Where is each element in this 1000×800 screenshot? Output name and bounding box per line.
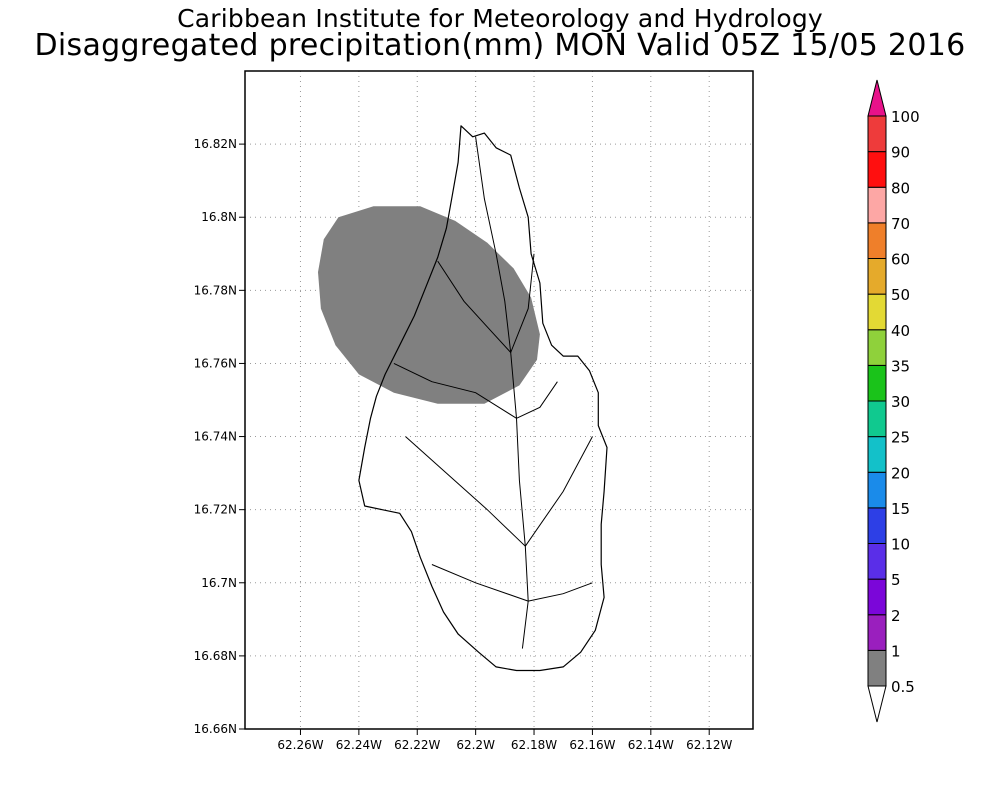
precip-area-0.5-1	[318, 206, 540, 404]
lon-tick-label: 62.26W	[277, 738, 323, 752]
colorbar-label: 15	[891, 500, 910, 518]
colorbar-label: 40	[891, 322, 910, 340]
colorbar-segment	[867, 258, 887, 295]
lon-tick-label: 62.2W	[456, 738, 495, 752]
basin-boundary	[510, 253, 535, 353]
plot-background	[245, 71, 753, 729]
lat-tick-label: 16.76N	[194, 356, 237, 370]
lat-tick-label: 16.72N	[194, 503, 237, 517]
colorbar-segment	[867, 329, 887, 366]
colorbar-under-arrow	[867, 685, 887, 723]
plot-area	[244, 70, 754, 730]
basin-boundary	[437, 260, 512, 353]
lat-tick-label: 16.74N	[194, 430, 237, 444]
colorbar-label: 20	[891, 464, 910, 482]
plot-frame	[244, 70, 754, 730]
lon-tick-label: 62.24W	[336, 738, 382, 752]
colorbar-label: 60	[891, 251, 910, 269]
colorbar-segment	[867, 151, 887, 188]
chart-title: Caribbean Institute for Meteorology and …	[177, 4, 823, 33]
basin-boundary	[431, 564, 529, 602]
colorbar-segment	[867, 400, 887, 438]
basin-boundary	[528, 582, 593, 602]
colorbar-segment	[867, 186, 887, 224]
lon-tick-label: 62.18W	[511, 738, 557, 752]
colorbar-segment	[867, 578, 887, 616]
lat-tick-label: 16.8N	[201, 210, 237, 224]
colorbar-segment	[867, 222, 887, 259]
colorbar-segment	[867, 507, 887, 544]
latitude-axis: 16.82N 16.8N 16.78N 16.76N 16.74N 16.72N 16.7N…	[194, 137, 245, 736]
colorbar-label: 25	[891, 429, 910, 447]
basin-boundary	[393, 362, 517, 419]
colorbar-label: 90	[891, 144, 910, 162]
colorbar-segment	[867, 614, 887, 651]
basin-boundary	[475, 136, 512, 353]
colorbar-label: 0.5	[891, 678, 915, 696]
lat-tick-label: 16.78N	[194, 283, 237, 297]
longitude-axis: 62.26W 62.24W 62.22W 62.2W 62.18W 62.16W 62.14…	[277, 729, 732, 752]
colorbar-label: 30	[891, 393, 910, 411]
precipitation-shading	[318, 206, 540, 404]
lat-tick-label: 16.68N	[194, 649, 237, 663]
basin-boundary	[510, 352, 529, 649]
colorbar-label: 70	[891, 215, 910, 233]
colorbar-over-arrow	[867, 79, 887, 117]
lon-tick-label: 62.14W	[628, 738, 674, 752]
basin-boundary	[524, 436, 593, 547]
lon-tick-label: 62.12W	[686, 738, 732, 752]
colorbar-segment	[867, 543, 887, 580]
colorbar-label: 1	[891, 642, 901, 660]
lat-tick-label: 16.82N	[194, 137, 237, 151]
colorbar-segment	[867, 649, 887, 687]
colorbar-label: 35	[891, 357, 910, 375]
coastline	[358, 125, 608, 672]
colorbar-segment	[867, 436, 887, 473]
colorbar-segment	[867, 115, 887, 153]
colorbar-segment	[867, 471, 887, 509]
island-outline	[358, 125, 608, 672]
colorbar-segment	[867, 293, 887, 331]
colorbar-label: 5	[891, 571, 901, 589]
colorbar-segment	[867, 364, 887, 402]
lat-tick-label: 16.66N	[194, 722, 237, 736]
colorbar-label: 10	[891, 536, 910, 554]
colorbar-label: 2	[891, 607, 901, 625]
lon-tick-label: 62.16W	[569, 738, 615, 752]
basin-boundary	[516, 381, 558, 419]
colorbar-label: 80	[891, 179, 910, 197]
colorbar-label: 50	[891, 286, 910, 304]
lat-tick-label: 16.7N	[201, 576, 237, 590]
colorbar-label: 100	[891, 108, 920, 126]
chart-subtitle: Disaggregated precipitation(mm) MON Vali…	[34, 28, 966, 63]
basin-boundary	[405, 436, 526, 547]
lon-tick-label: 62.22W	[394, 738, 440, 752]
